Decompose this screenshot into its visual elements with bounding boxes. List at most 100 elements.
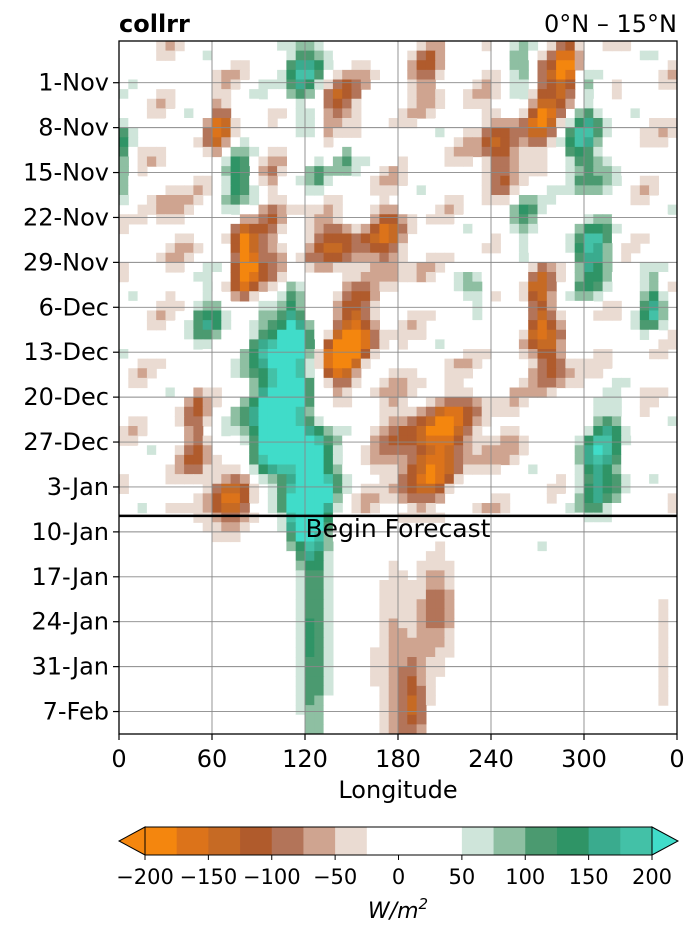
field-cell (267, 435, 278, 446)
field-cell (277, 435, 287, 446)
field-cell (574, 580, 585, 591)
field-cell (528, 474, 539, 485)
field-cell (342, 368, 353, 379)
field-cell (630, 108, 641, 119)
field-cell (537, 329, 548, 340)
field-cell (658, 637, 669, 648)
colorbar-tick-label: 50 (449, 865, 476, 889)
field-cell (546, 522, 557, 533)
field-cell (528, 127, 539, 138)
field-cell (537, 339, 548, 350)
field-cell (295, 685, 306, 697)
field-cell (323, 474, 334, 485)
field-cell (621, 320, 632, 331)
field-cell (295, 445, 306, 456)
field-cell (435, 406, 446, 417)
field-cell (593, 445, 604, 456)
field-cell (611, 512, 622, 523)
field-cell (584, 685, 594, 697)
field-cell (146, 204, 157, 215)
field-cell (295, 329, 306, 340)
field-cell (295, 397, 306, 408)
field-cell (593, 387, 604, 398)
field-cell (239, 522, 250, 533)
field-cell (286, 185, 297, 196)
field-cell (184, 397, 194, 408)
field-cell (546, 127, 557, 138)
field-cell (528, 166, 539, 177)
field-cell (305, 329, 315, 340)
field-cell (630, 185, 641, 196)
field-cell (137, 291, 148, 302)
field-cell (137, 493, 148, 504)
field-cell (398, 628, 408, 639)
field-cell (332, 358, 343, 369)
field-cell (314, 503, 325, 514)
field-cell (295, 454, 306, 466)
field-cell (546, 262, 557, 273)
field-cell (267, 243, 278, 254)
field-cell (435, 637, 446, 648)
field-cell (156, 204, 167, 215)
field-cell (342, 377, 353, 389)
field-cell (500, 146, 511, 158)
field-cell (295, 435, 306, 446)
field-cell (230, 368, 241, 379)
field-cell (295, 474, 306, 485)
field-cell (277, 214, 287, 225)
field-cell (193, 493, 204, 504)
field-cell (193, 503, 204, 514)
field-cell (611, 464, 622, 475)
field-cell (230, 223, 241, 235)
field-cell (314, 685, 325, 697)
field-cell (202, 41, 213, 52)
field-cell (388, 281, 399, 292)
field-cell (370, 233, 380, 244)
field-cell (435, 204, 446, 215)
field-cell (286, 60, 297, 71)
field-cell (472, 320, 483, 331)
field-cell (184, 320, 194, 331)
field-cell (509, 156, 520, 167)
field-cell (277, 223, 287, 235)
field-cell (249, 137, 260, 148)
field-cell (453, 233, 464, 244)
field-cell (537, 416, 548, 427)
field-cell (267, 310, 278, 321)
field-cell (119, 118, 129, 129)
field-cell (370, 483, 380, 494)
field-cell (323, 618, 334, 629)
field-cell (639, 195, 650, 206)
field-cell (156, 89, 167, 100)
field-cell (379, 628, 390, 639)
field-cell (128, 281, 139, 292)
field-cell (230, 262, 241, 273)
field-cell (649, 137, 659, 148)
field-cell (370, 243, 380, 254)
field-cell (398, 464, 408, 475)
field-cell (202, 493, 213, 504)
field-cell (546, 320, 557, 331)
field-cell (379, 580, 390, 591)
field-cell (360, 243, 371, 254)
field-cell (258, 272, 269, 283)
field-cell (146, 310, 157, 321)
field-cell (556, 60, 566, 71)
field-cell (239, 416, 250, 427)
field-cell (258, 223, 269, 235)
field-cell (407, 89, 418, 100)
field-cell (398, 426, 408, 437)
field-cell (407, 435, 418, 446)
field-cell (230, 243, 241, 254)
field-cell (286, 454, 297, 466)
field-cell (277, 503, 287, 514)
field-cell (360, 252, 371, 263)
field-cell (249, 175, 260, 186)
field-cell (528, 349, 539, 360)
field-cell (398, 512, 408, 523)
field-cell (230, 156, 241, 167)
field-cell (407, 637, 418, 648)
field-cell (332, 156, 343, 167)
field-cell (537, 262, 548, 273)
field-cell (602, 233, 613, 244)
